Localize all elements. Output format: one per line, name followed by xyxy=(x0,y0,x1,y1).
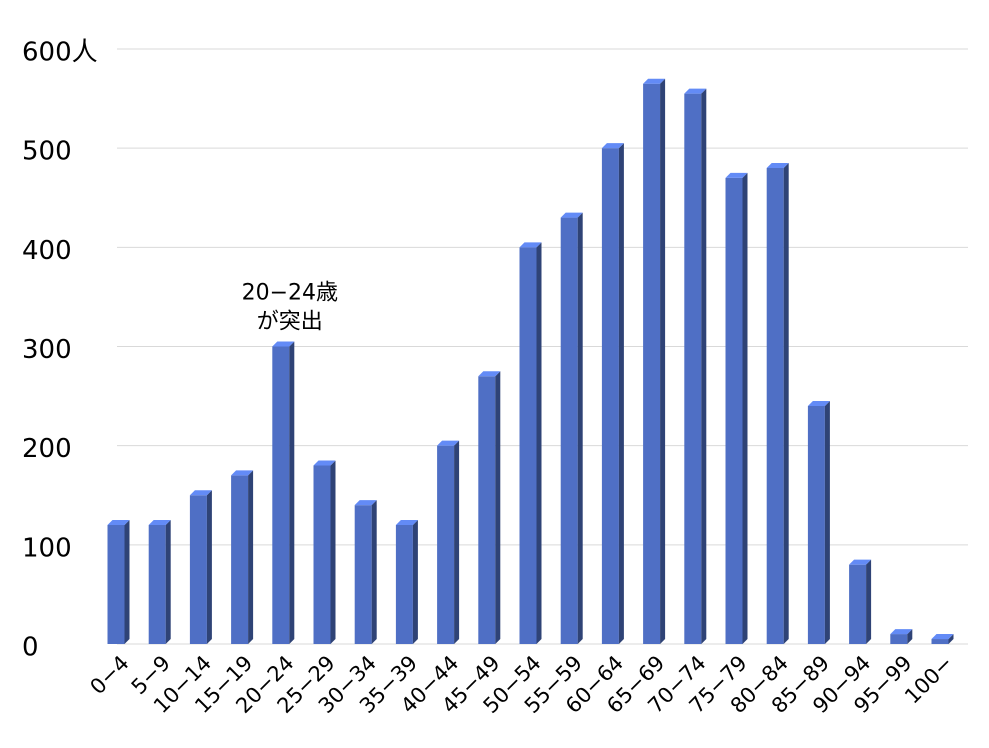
bar xyxy=(313,465,331,644)
bar-top xyxy=(354,500,377,506)
bar-side xyxy=(701,88,707,644)
bar-side xyxy=(495,371,501,644)
bar xyxy=(519,247,537,645)
bar-top xyxy=(148,520,171,525)
bar-top xyxy=(601,143,624,149)
bar xyxy=(807,406,825,644)
bar-top xyxy=(189,490,212,496)
bar-side xyxy=(783,163,789,644)
bar-side xyxy=(454,440,460,644)
bar-side xyxy=(536,242,542,645)
bar-top xyxy=(684,88,707,94)
bar-side xyxy=(660,78,666,645)
bar xyxy=(189,495,207,644)
bar xyxy=(107,525,125,644)
bar-side xyxy=(165,520,171,644)
y-tick-label: 600人 xyxy=(22,38,98,68)
bar xyxy=(684,93,702,644)
y-tick-label: 400 xyxy=(22,236,72,266)
bar-side xyxy=(907,629,913,644)
bar-top xyxy=(849,559,872,565)
bar-top xyxy=(560,212,583,218)
y-tick-label: 200 xyxy=(22,434,72,464)
bar xyxy=(725,177,743,644)
bar-top xyxy=(313,460,336,466)
bar-side xyxy=(412,520,418,644)
annotation: が突出 xyxy=(257,310,323,335)
bar xyxy=(931,639,949,644)
bar xyxy=(354,505,372,644)
bar xyxy=(231,475,249,644)
bar-side xyxy=(618,143,624,644)
bar-side xyxy=(124,520,130,644)
bar-top xyxy=(272,341,295,347)
bar-top xyxy=(931,634,954,640)
bar xyxy=(766,168,784,644)
bar-side xyxy=(866,559,872,644)
bar-top xyxy=(725,172,748,178)
bar-top xyxy=(807,401,830,406)
bar-top xyxy=(519,242,542,248)
y-tick-label: 100 xyxy=(22,533,72,563)
bar xyxy=(643,83,661,645)
bar xyxy=(395,525,413,644)
bar xyxy=(478,376,496,644)
x-tick-label: 100− xyxy=(900,651,958,709)
bar-side xyxy=(289,341,295,644)
bar-top xyxy=(766,163,789,168)
bar-side xyxy=(206,490,212,644)
y-tick-label: 500 xyxy=(22,137,72,167)
bar-top xyxy=(107,520,130,525)
bar-top xyxy=(231,470,254,476)
bar-side xyxy=(371,500,377,644)
bar-top xyxy=(890,629,913,635)
bar-side xyxy=(948,634,954,644)
bar-top xyxy=(478,371,501,377)
bar-side xyxy=(577,212,583,645)
x-tick-label: 0−4 xyxy=(85,651,133,699)
annotation: 20−24歳 xyxy=(242,281,338,306)
bar xyxy=(849,564,867,644)
bar-side xyxy=(248,470,254,644)
bar-side xyxy=(330,460,336,644)
bar-top xyxy=(395,520,418,525)
bar xyxy=(601,148,619,644)
y-tick-label: 0 xyxy=(22,633,39,663)
bar-top xyxy=(437,440,460,446)
bar xyxy=(560,217,578,645)
y-tick-label: 300 xyxy=(22,335,72,365)
bar xyxy=(272,346,290,644)
bar xyxy=(437,445,455,644)
bar-side xyxy=(742,172,748,644)
bar xyxy=(148,525,166,644)
bar xyxy=(890,634,908,644)
bar-side xyxy=(824,401,830,644)
bar-top xyxy=(643,78,666,84)
